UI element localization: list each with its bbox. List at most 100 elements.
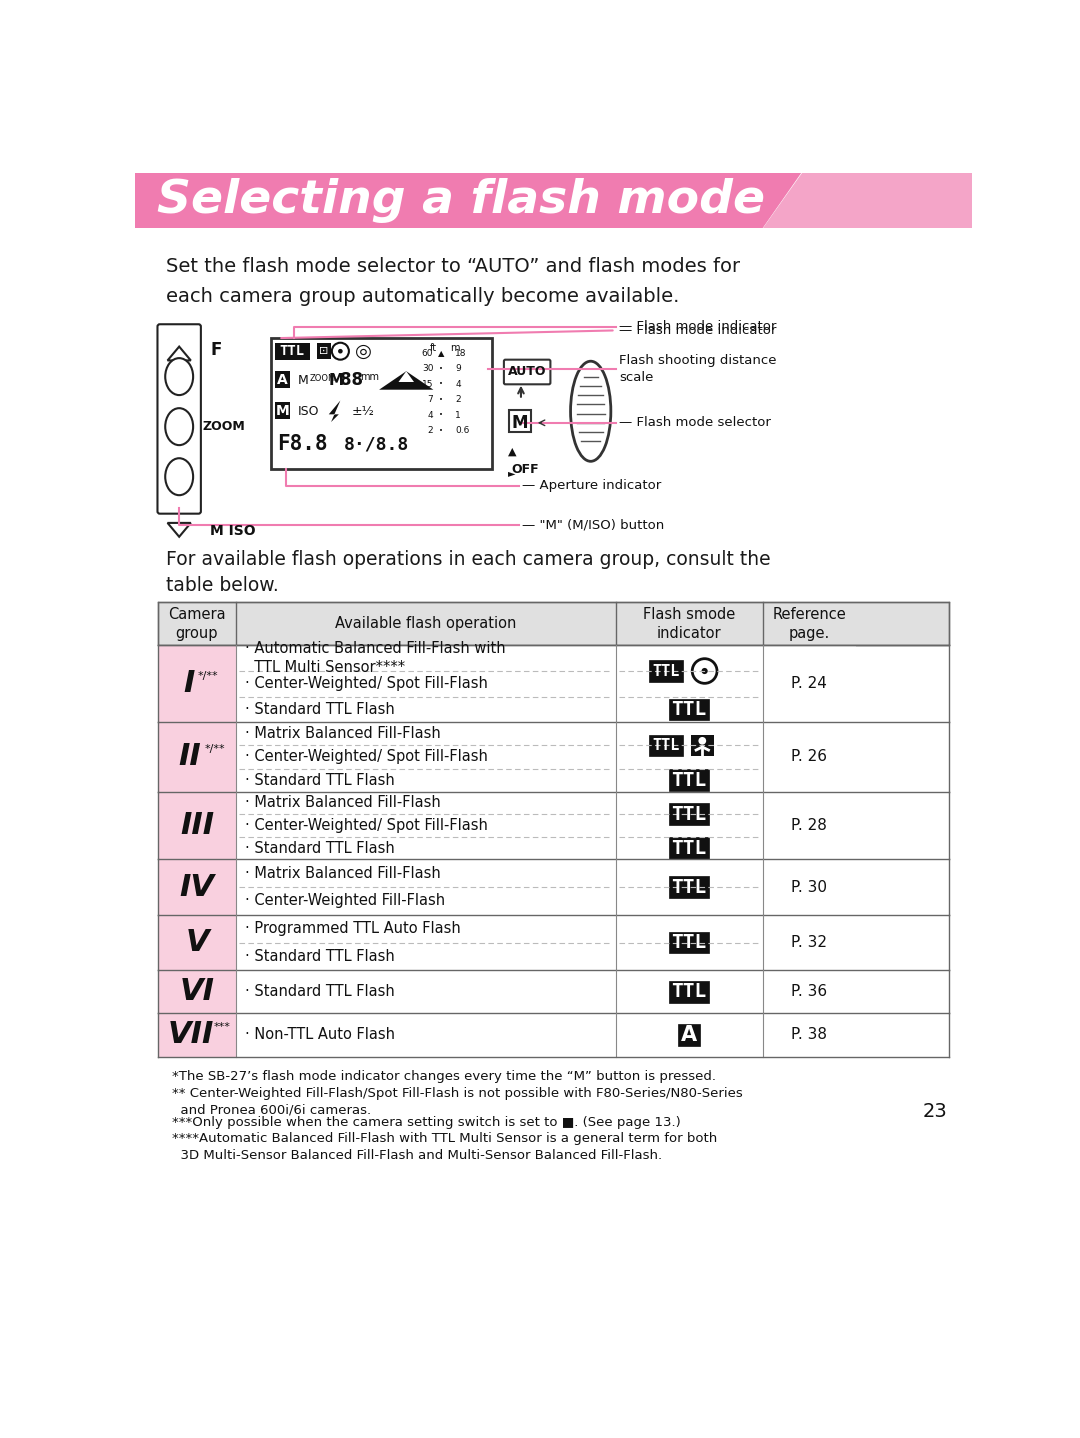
Text: P. 26: P. 26 [792,749,827,765]
Text: ***: *** [214,1022,230,1032]
Text: P. 28: P. 28 [792,818,827,833]
FancyBboxPatch shape [271,338,491,469]
Text: mm: mm [360,371,379,381]
FancyBboxPatch shape [669,837,710,858]
FancyBboxPatch shape [504,360,551,384]
Circle shape [338,349,342,354]
FancyBboxPatch shape [510,410,531,431]
Text: TTL: TTL [672,805,706,824]
Text: TTL: TTL [672,700,706,719]
Text: 4: 4 [455,380,461,388]
Text: TTL: TTL [672,877,706,897]
Text: · Standard TTL Flash: · Standard TTL Flash [245,949,395,963]
Text: 30: 30 [422,364,433,374]
FancyBboxPatch shape [669,699,710,720]
Ellipse shape [570,361,611,462]
Text: TTL: TTL [672,771,706,789]
Text: TTL: TTL [672,838,706,857]
Text: TTL: TTL [280,344,305,358]
FancyBboxPatch shape [669,981,710,1002]
Text: Available flash operation: Available flash operation [335,617,516,631]
Ellipse shape [165,459,193,495]
Text: 88: 88 [340,371,363,390]
FancyBboxPatch shape [158,324,201,513]
Text: ZOOM: ZOOM [309,374,336,383]
Text: I: I [184,669,194,699]
Text: 60: 60 [422,349,433,358]
Text: III: III [180,811,214,840]
FancyBboxPatch shape [159,646,235,722]
Text: •: • [440,397,443,403]
Text: Selecting a flash mode: Selecting a flash mode [157,178,765,223]
Text: Camera
group: Camera group [168,607,226,640]
Text: •: • [440,365,443,372]
Ellipse shape [165,408,193,446]
Text: 4: 4 [428,411,433,420]
Text: 9: 9 [455,364,461,374]
FancyBboxPatch shape [274,342,310,360]
FancyBboxPatch shape [691,735,714,756]
FancyBboxPatch shape [669,804,710,825]
FancyBboxPatch shape [235,860,855,915]
FancyBboxPatch shape [235,971,855,1014]
Text: */**: */** [205,745,226,755]
Text: m: m [450,342,460,352]
FancyBboxPatch shape [235,1014,855,1057]
Text: each camera group automatically become available.: each camera group automatically become a… [166,286,679,305]
Text: 23: 23 [922,1103,947,1122]
FancyBboxPatch shape [159,915,235,971]
FancyBboxPatch shape [235,722,855,792]
Text: II: II [178,742,201,772]
Text: 7: 7 [428,395,433,404]
Text: 1: 1 [455,411,461,420]
Text: •: • [440,381,443,387]
Text: M ISO: M ISO [211,523,256,538]
Text: M: M [328,372,343,388]
Text: P. 32: P. 32 [792,935,827,951]
Polygon shape [135,173,801,229]
Text: Reference
page.: Reference page. [772,607,846,640]
Text: ►: ► [508,467,515,477]
Text: · Center-Weighted/ Spot Fill-Flash: · Center-Weighted/ Spot Fill-Flash [245,818,488,833]
Text: · Programmed TTL Auto Flash: · Programmed TTL Auto Flash [245,922,461,936]
Ellipse shape [165,358,193,395]
Text: VII: VII [168,1021,214,1050]
Text: F: F [211,341,221,358]
Text: ▲: ▲ [437,349,444,358]
Text: · Center-Weighted Fill-Flash: · Center-Weighted Fill-Flash [245,893,445,909]
Text: · Non-TTL Auto Flash: · Non-TTL Auto Flash [245,1028,395,1043]
Text: · Standard TTL Flash: · Standard TTL Flash [245,985,395,999]
Text: Flash shooting distance
scale: Flash shooting distance scale [619,354,777,384]
FancyBboxPatch shape [159,1014,235,1057]
Text: ****Automatic Balanced Fill-Flash with TTL Multi Sensor is a general term for bo: ****Automatic Balanced Fill-Flash with T… [172,1132,717,1162]
Text: · Automatic Balanced Fill-Flash with
  TTL Multi Sensor****: · Automatic Balanced Fill-Flash with TTL… [245,641,505,674]
Text: For available flash operations in each camera group, consult the
table below.: For available flash operations in each c… [166,549,771,595]
Text: ◎: ◎ [355,342,373,361]
Text: P. 36: P. 36 [792,985,827,999]
Text: A: A [681,1025,698,1045]
Text: · Matrix Balanced Fill-Flash: · Matrix Balanced Fill-Flash [245,795,441,811]
Circle shape [702,667,707,674]
Text: P. 30: P. 30 [792,880,827,894]
Text: OFF: OFF [512,463,539,476]
FancyBboxPatch shape [669,769,710,791]
Polygon shape [399,371,414,383]
Text: ISO: ISO [298,404,320,418]
Text: P. 24: P. 24 [792,676,827,692]
Text: ** Center-Weighted Fill-Flash/Spot Fill-Flash is not possible with F80-Series/N8: ** Center-Weighted Fill-Flash/Spot Fill-… [172,1087,743,1116]
Text: Set the flash mode selector to “AUTO” and flash modes for: Set the flash mode selector to “AUTO” an… [166,257,740,276]
FancyBboxPatch shape [159,860,235,915]
Text: — Flash mode indicator: — Flash mode indicator [619,321,777,334]
Text: · Center-Weighted/ Spot Fill-Flash: · Center-Weighted/ Spot Fill-Flash [245,676,488,692]
Text: ±½: ±½ [352,404,375,418]
FancyBboxPatch shape [159,971,235,1014]
Text: 15: 15 [422,380,433,388]
FancyBboxPatch shape [159,722,235,792]
FancyBboxPatch shape [235,915,855,971]
Text: · Standard TTL Flash: · Standard TTL Flash [245,702,395,718]
Text: TTL: TTL [652,663,679,679]
Text: 8·/8.8: 8·/8.8 [345,436,409,453]
FancyBboxPatch shape [159,603,948,646]
Text: *The SB-27’s flash mode indicator changes every time the “M” button is pressed.: *The SB-27’s flash mode indicator change… [172,1070,716,1083]
FancyBboxPatch shape [235,646,855,722]
